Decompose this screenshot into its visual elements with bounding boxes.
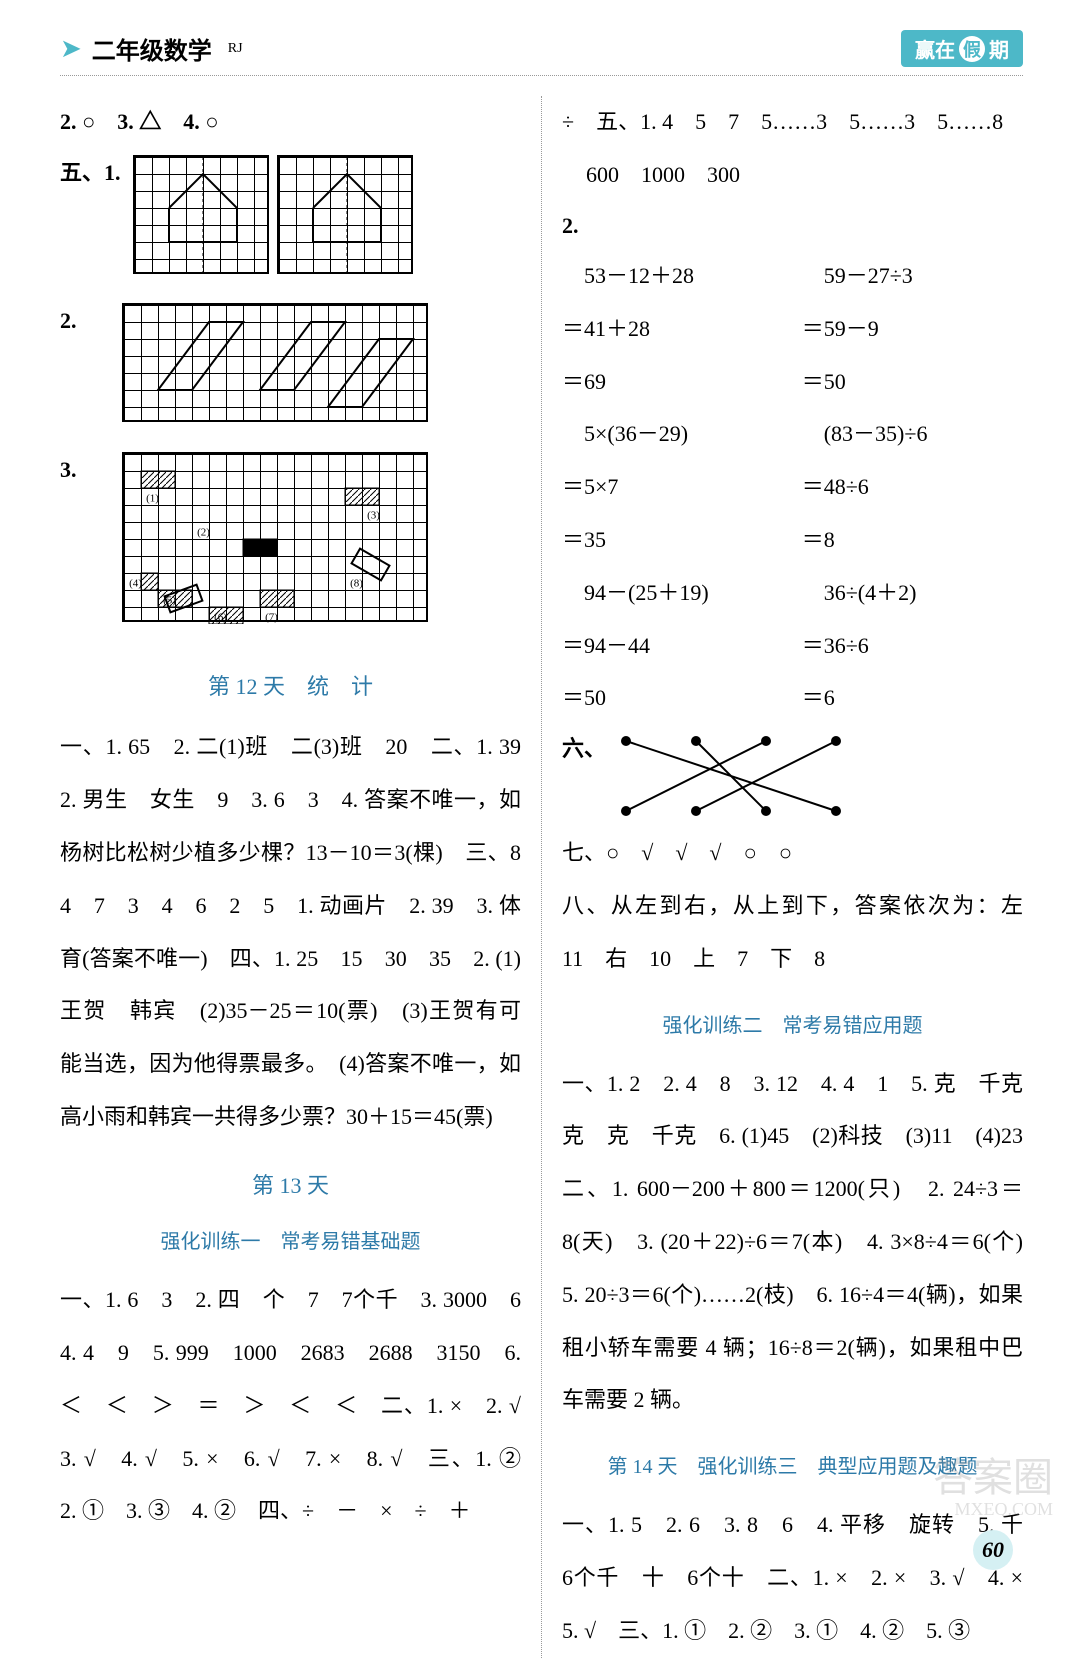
eq-right: ＝50 bbox=[802, 356, 1023, 409]
equation-row: 94－(25＋19) 36÷(4＋2) bbox=[562, 567, 1023, 620]
eq-right: ＝48÷6 bbox=[802, 461, 1023, 514]
section-12-body: 一、1. 65 2. 二(1)班 二(3)班 20 二、1. 39 2. 男生 … bbox=[60, 721, 521, 1143]
eq-right: ＝6 bbox=[802, 672, 1023, 725]
section-eight: 八、从左到右，从上到下，答案依次为：左 11 右 10 上 7 下 8 bbox=[562, 880, 1023, 986]
section-13-body: 一、1. 6 3 2. 四 个 7 7个千 3. 3000 6 4. 4 9 5… bbox=[60, 1274, 521, 1538]
sub2-body: 一、1. 2 2. 4 8 3. 12 4. 4 1 5. 克 千克 克 克 千… bbox=[562, 1058, 1023, 1428]
eq-right: (83－35)÷6 bbox=[802, 408, 1023, 461]
svg-text:(5): (5) bbox=[163, 594, 176, 606]
svg-text:(6): (6) bbox=[214, 611, 227, 623]
cross-diagram bbox=[606, 731, 846, 821]
eq-right: ＝59－9 bbox=[802, 303, 1023, 356]
figure-1-row: 五、1. bbox=[60, 149, 521, 297]
figure-3-row: 3. (1) (2) (3) (4) (5) (6) (7) (8) bbox=[60, 446, 521, 645]
right-top-line: ÷ 五、1. 4 5 7 5……3 5……3 5……8 bbox=[562, 96, 1023, 149]
equation-row: ＝5×7 ＝48÷6 bbox=[562, 461, 1023, 514]
sub2-title: 强化训练二 常考易错应用题 bbox=[562, 1004, 1023, 1048]
equation-row: ＝69 ＝50 bbox=[562, 356, 1023, 409]
header-sub: RJ bbox=[228, 41, 243, 57]
equations-block: 2. 53－12＋28 59－27÷3＝41＋28＝59－9＝69＝50 5×(… bbox=[562, 202, 1023, 726]
six-label: 六、 bbox=[562, 725, 606, 773]
figure-2 bbox=[118, 297, 432, 445]
eq-left: 53－12＋28 bbox=[562, 250, 783, 303]
equation-row: ＝41＋28 ＝59－9 bbox=[562, 303, 1023, 356]
svg-text:(1): (1) bbox=[146, 492, 159, 504]
equation-row: 53－12＋28 59－27÷3 bbox=[562, 250, 1023, 303]
eq-left: ＝69 bbox=[562, 356, 783, 409]
equation-row: ＝50 ＝6 bbox=[562, 672, 1023, 725]
eq-left: ＝41＋28 bbox=[562, 303, 783, 356]
eq-label: 2. bbox=[562, 213, 579, 238]
eq-left: 94－(25＋19) bbox=[562, 567, 783, 620]
watermark-line1: 答案圈 bbox=[933, 1456, 1053, 1500]
eq-left: ＝5×7 bbox=[562, 461, 783, 514]
arrow-icon: ➤ bbox=[60, 34, 82, 64]
eq-right: ＝36÷6 bbox=[802, 620, 1023, 673]
section-14-body: 一、1. 5 2. 6 3. 8 6 4. 平移 旋转 5. 千 6个千 十 6… bbox=[562, 1499, 1023, 1657]
equation-row: ＝94－44 ＝36÷6 bbox=[562, 620, 1023, 673]
header-left: ➤ 二年级数学 RJ bbox=[60, 31, 243, 66]
badge-suffix: 期 bbox=[989, 34, 1009, 63]
watermark: 答案圈 MXEQ.COM bbox=[933, 1456, 1053, 1520]
eq-left: ＝35 bbox=[562, 514, 783, 567]
eq-right: ＝8 bbox=[802, 514, 1023, 567]
section-13-title: 第 13 天 bbox=[60, 1162, 521, 1210]
header-title: 二年级数学 bbox=[92, 31, 212, 66]
svg-text:(2): (2) bbox=[197, 526, 210, 538]
eq-right: 36÷(4＋2) bbox=[802, 567, 1023, 620]
right-column: ÷ 五、1. 4 5 7 5……3 5……3 5……8 600 1000 300… bbox=[562, 96, 1023, 1658]
eq-left: ＝50 bbox=[562, 672, 783, 725]
nums-line: 600 1000 300 bbox=[562, 149, 1023, 202]
figure-3: (1) (2) (3) (4) (5) (6) (7) (8) bbox=[118, 446, 432, 645]
content-columns: 2. ○ 3. △ 4. ○ 五、1. 2. 3. (1) (2) (3) (4) (5… bbox=[60, 96, 1023, 1658]
eq-left: ＝94－44 bbox=[562, 620, 783, 673]
section-12-title: 第 12 天 统 计 bbox=[60, 663, 521, 711]
figure-2-row: 2. bbox=[60, 297, 521, 445]
eq-right: 59－27÷3 bbox=[802, 250, 1023, 303]
section-13-sub: 强化训练一 常考易错基础题 bbox=[60, 1220, 521, 1264]
section-six: 六、 bbox=[562, 725, 1023, 827]
figure-1 bbox=[129, 149, 417, 297]
watermark-line2: MXEQ.COM bbox=[933, 1500, 1053, 1520]
brand-badge: 赢在 假 期 bbox=[901, 30, 1023, 67]
badge-prefix: 赢在 bbox=[915, 34, 955, 63]
page-header: ➤ 二年级数学 RJ 赢在 假 期 bbox=[60, 30, 1023, 76]
svg-text:(8): (8) bbox=[350, 577, 363, 589]
fig1-label: 五、1. bbox=[60, 149, 121, 197]
badge-mid: 假 bbox=[959, 36, 985, 62]
svg-text:(4): (4) bbox=[129, 577, 142, 589]
page-number: 60 bbox=[973, 1530, 1013, 1570]
eq-left: 5×(36－29) bbox=[562, 408, 783, 461]
svg-text:(3): (3) bbox=[367, 509, 380, 521]
fig2-label: 2. bbox=[60, 297, 110, 345]
section-seven: 七、○ √ √ √ ○ ○ bbox=[562, 827, 1023, 880]
equation-row: ＝35 ＝8 bbox=[562, 514, 1023, 567]
fig3-label: 3. bbox=[60, 446, 110, 494]
equation-row: 5×(36－29) (83－35)÷6 bbox=[562, 408, 1023, 461]
left-column: 2. ○ 3. △ 4. ○ 五、1. 2. 3. (1) (2) (3) (4) (5… bbox=[60, 96, 542, 1658]
svg-text:(7): (7) bbox=[265, 611, 278, 623]
left-top-line: 2. ○ 3. △ 4. ○ bbox=[60, 96, 521, 149]
